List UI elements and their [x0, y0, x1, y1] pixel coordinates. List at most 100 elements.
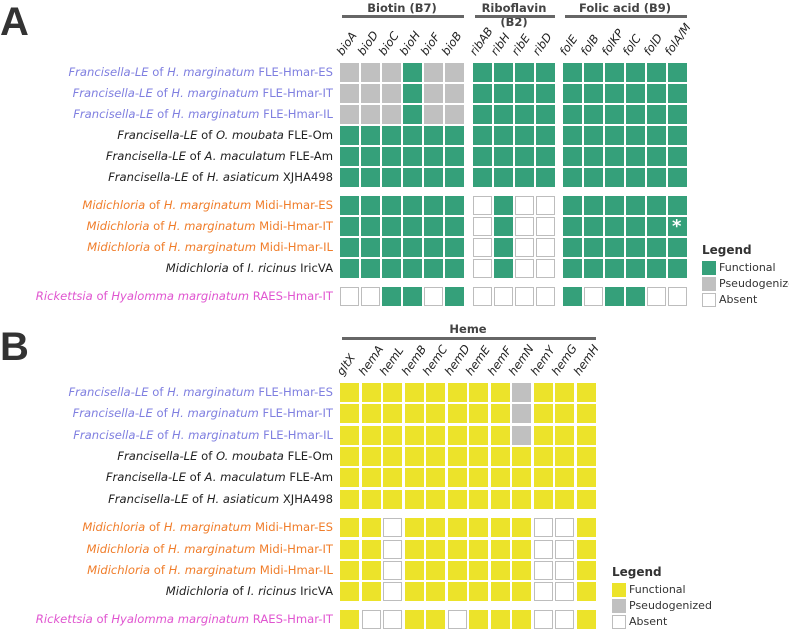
row-label-genus: Francisella-LE [108, 492, 189, 506]
cell-functional [340, 490, 359, 509]
cell-functional [383, 383, 402, 402]
cell-functional [563, 84, 582, 103]
row-label-of: of [152, 65, 164, 79]
cell-functional [340, 540, 359, 559]
cell-absent [383, 582, 402, 601]
gene-label-ribD: ribD [529, 30, 555, 58]
cell-functional [469, 610, 488, 629]
row-label-host: I. ricinus [247, 584, 297, 598]
cell-functional [647, 217, 666, 236]
cell-functional [340, 468, 359, 487]
cell-functional [426, 490, 445, 509]
cell-absent [383, 540, 402, 559]
row-label-host: H. asiaticum [206, 492, 280, 506]
row-label-host: H. marginatum [171, 107, 260, 121]
cell-functional [491, 561, 510, 580]
cell-functional [534, 468, 553, 487]
cell-functional [473, 84, 492, 103]
cell-functional [512, 561, 531, 580]
cell-absent [473, 238, 492, 257]
cell-functional [563, 105, 582, 124]
cell-functional [424, 168, 443, 187]
group-divider-line [342, 15, 464, 18]
cell-functional [424, 196, 443, 215]
cell-functional [340, 404, 359, 423]
row-label-genus: Francisella-LE [68, 385, 149, 399]
cell-functional [491, 610, 510, 629]
cell-functional [445, 196, 464, 215]
cell-functional [536, 168, 555, 187]
cell-pseudogenized [512, 404, 531, 423]
row-label-strain: FLE-Om [287, 449, 333, 463]
cell-functional [340, 610, 359, 629]
cell-functional [445, 238, 464, 257]
cell-functional [382, 259, 401, 278]
cell-functional [405, 426, 424, 445]
row-label-strain: Midi-Hmar-ES [255, 520, 333, 534]
cell-functional [536, 63, 555, 82]
cell-absent [424, 287, 443, 306]
cell-functional [403, 196, 422, 215]
cell-functional [534, 404, 553, 423]
cell-functional [361, 168, 380, 187]
cell-functional: * [668, 216, 687, 237]
cell-functional [555, 490, 574, 509]
cell-functional [469, 447, 488, 466]
cell-absent [515, 217, 534, 236]
cell-absent [555, 561, 574, 580]
cell-functional [626, 105, 645, 124]
cell-absent [383, 518, 402, 537]
cell-functional [491, 383, 510, 402]
cell-functional [445, 259, 464, 278]
cell-functional [605, 238, 624, 257]
cell-functional [426, 540, 445, 559]
row-label-genus: Francisella-LE [117, 128, 198, 142]
row-label-of: of [153, 219, 165, 233]
gene-label-folB: folB [577, 31, 602, 58]
cell-functional [382, 168, 401, 187]
cell-functional [426, 404, 445, 423]
cell-functional [361, 217, 380, 236]
cell-functional [382, 238, 401, 257]
gene-label-folA-M: folA/M [661, 20, 694, 59]
row-label-raes-hmar-it: Rickettsia of Hyalomma marginatum RAES-H… [36, 610, 333, 629]
cell-functional [647, 147, 666, 166]
cell-functional [362, 447, 381, 466]
row-label-fle-om: Francisella-LE of O. moubata FLE-Om [117, 126, 333, 145]
cell-functional [647, 259, 666, 278]
row-label-host: Hyalomma marginatum [111, 612, 250, 626]
row-label-host: H. marginatum [171, 86, 259, 100]
legend-swatch-functional [612, 583, 626, 597]
cell-functional [584, 259, 603, 278]
cell-functional [448, 468, 467, 487]
cell-functional [473, 105, 492, 124]
cell-functional [426, 426, 445, 445]
cell-functional [605, 147, 624, 166]
cell-functional [340, 168, 359, 187]
cell-functional [382, 147, 401, 166]
cell-functional [555, 468, 574, 487]
row-label-fle-hmar-it: Francisella-LE of H. marginatum FLE-Hmar… [73, 404, 333, 423]
row-label-strain: IricVA [300, 584, 333, 598]
cell-functional [555, 383, 574, 402]
cell-functional [515, 105, 534, 124]
cell-functional [340, 259, 359, 278]
row-label-strain: FLE-Hmar-ES [258, 65, 333, 79]
row-label-fle-hmar-es: Francisella-LE of H. marginatum FLE-Hmar… [68, 63, 333, 82]
cell-functional [668, 84, 687, 103]
gene-label-folD: folD [640, 31, 666, 58]
cell-functional [424, 259, 443, 278]
cell-functional [577, 582, 596, 601]
cell-functional [647, 63, 666, 82]
row-label-of: of [189, 470, 201, 484]
cell-functional [626, 287, 645, 306]
cell-pseudogenized [512, 426, 531, 445]
gene-label-bioA: bioA [333, 29, 360, 58]
cell-functional [426, 610, 445, 629]
cell-functional [536, 147, 555, 166]
row-label-host: H. marginatum [171, 428, 260, 442]
cell-functional [405, 561, 424, 580]
cell-functional [445, 217, 464, 236]
row-label-strain: Midi-Hmar-IL [259, 563, 333, 577]
cell-functional [584, 168, 603, 187]
